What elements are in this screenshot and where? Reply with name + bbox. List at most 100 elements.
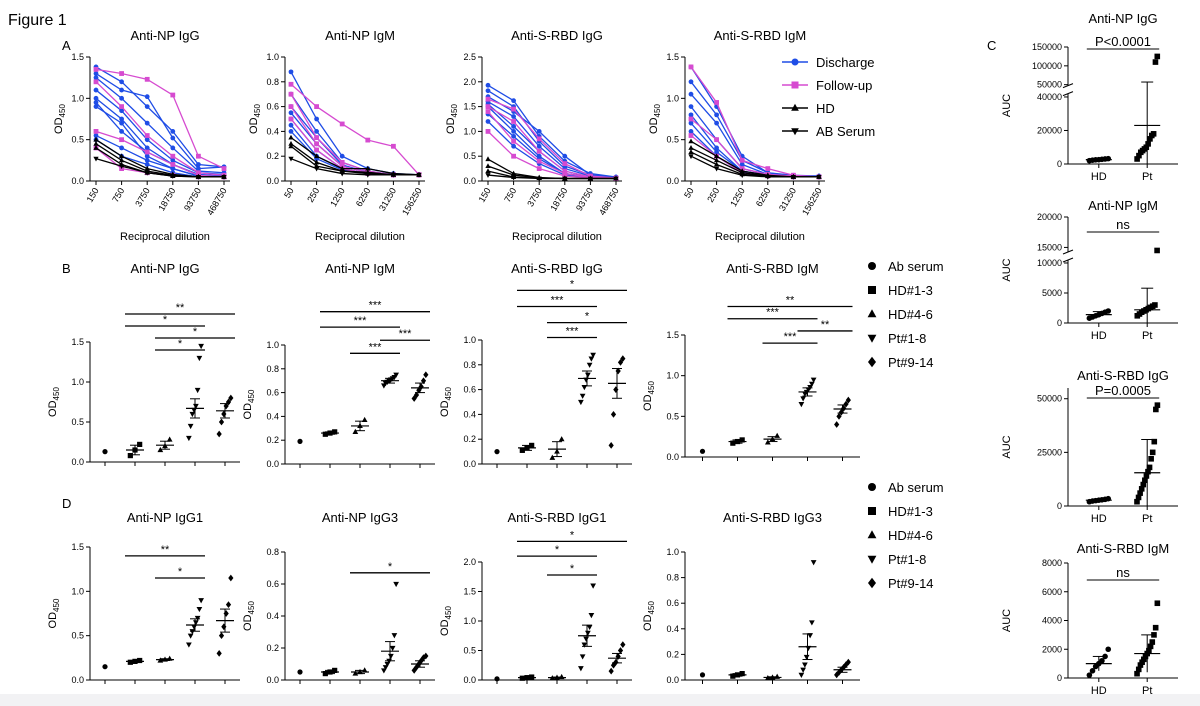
legend-marker-triangle-up — [791, 103, 799, 111]
data-point — [93, 79, 99, 85]
y-tick-label: 0 — [1057, 318, 1062, 328]
data-point — [187, 423, 194, 430]
legend-marker-circle — [868, 262, 876, 270]
data-point — [144, 145, 150, 151]
y-tick-label: 2.0 — [463, 557, 476, 567]
x-tick-label: 93750 — [182, 186, 203, 213]
data-point — [170, 135, 176, 141]
data-point — [562, 168, 568, 174]
series-line-discharge — [95, 77, 225, 174]
y-tick-label: 0.0 — [666, 675, 679, 685]
y-tick-label: 15000 — [1037, 242, 1062, 252]
axis-break — [1062, 257, 1074, 263]
axis-break — [1062, 249, 1074, 255]
data-point — [713, 153, 720, 159]
chart-title: Anti-NP IgG3 — [322, 510, 398, 525]
data-point — [510, 175, 517, 181]
series-line-followup — [487, 98, 617, 179]
y-tick-label: 0.2 — [266, 151, 279, 161]
x-tick-label: 31250 — [777, 186, 798, 213]
x-tick-label: Pt — [1142, 685, 1152, 697]
y-tick-label: 0.6 — [266, 579, 279, 589]
data-point — [1147, 643, 1154, 650]
data-point — [536, 176, 542, 182]
data-point — [93, 75, 99, 81]
data-point — [810, 560, 817, 566]
data-point — [485, 168, 491, 173]
data-point — [713, 161, 720, 167]
x-tick-label: 468750 — [205, 186, 229, 217]
x-tick-label: HD — [1091, 330, 1107, 342]
data-point — [119, 145, 124, 151]
x-tick-label: 50 — [282, 186, 296, 200]
auc-chart-c1: Anti-NP IgG AUC 0 20000 40000 50000 100000 1500… — [1001, 11, 1178, 183]
data-point — [1102, 653, 1108, 660]
chart-title: Anti-S-RBD IgG3 — [723, 510, 822, 525]
data-point — [297, 669, 303, 675]
data-point — [536, 136, 542, 142]
data-point — [365, 137, 371, 143]
y-axis-label: OD450 — [439, 606, 453, 636]
y-tick-label: 1.0 — [463, 616, 476, 626]
data-point — [845, 396, 851, 404]
series-line-ab — [290, 158, 419, 176]
data-point — [196, 162, 201, 167]
data-point — [841, 404, 847, 412]
data-point — [288, 116, 294, 122]
legend-marker-triangle-down — [867, 334, 877, 343]
line-chart-a1: Anti-NP IgG 0.0 0.5 1.0 1.5 150 750 3750 18750 93… — [53, 28, 230, 243]
data-point — [1149, 639, 1156, 645]
data-point — [1147, 136, 1153, 142]
data-point — [688, 154, 694, 160]
data-point — [845, 658, 851, 666]
y-tick-label: 0 — [1057, 501, 1062, 511]
data-point — [411, 667, 417, 674]
y-tick-label: 0.4 — [266, 126, 279, 136]
y-tick-label: 0.8 — [266, 77, 279, 87]
series-line-ab — [690, 155, 819, 178]
data-point — [170, 129, 176, 134]
y-tick-label: 0.2 — [266, 435, 279, 445]
x-tick-label: 3750 — [525, 186, 544, 208]
data-point — [93, 95, 99, 101]
data-point — [314, 147, 319, 153]
y-axis-label: OD450 — [445, 104, 459, 134]
chart-title: Anti-NP IgM — [325, 28, 395, 43]
data-point — [485, 109, 491, 114]
y-tick-label: 20000 — [1037, 125, 1062, 135]
data-point — [288, 140, 294, 146]
data-point — [93, 67, 99, 72]
x-tick-label: HD — [1091, 171, 1107, 183]
data-point — [288, 134, 294, 140]
data-point — [485, 163, 491, 169]
data-point — [1135, 494, 1142, 501]
data-point — [314, 135, 319, 140]
series-line-ab — [95, 158, 224, 178]
significance-label: *** — [399, 328, 413, 340]
data-point — [386, 658, 392, 664]
x-tick-label: 1250 — [728, 186, 747, 208]
data-point — [144, 157, 150, 163]
series-line-followup — [690, 135, 819, 178]
data-point — [588, 356, 595, 362]
y-tick-label: 0.0 — [463, 459, 476, 469]
data-point — [485, 173, 491, 178]
data-point — [485, 156, 491, 162]
data-point — [288, 156, 294, 162]
legends-layer: Discharge Follow-up HD AB Serum Ab serum HD#1… — [782, 55, 944, 591]
legend-label: HD#4-6 — [888, 307, 933, 322]
data-point — [388, 653, 394, 660]
legend-label: Ab serum — [888, 480, 944, 495]
y-tick-label: 0.5 — [71, 417, 84, 427]
legend-label: HD — [816, 101, 835, 116]
data-point — [1086, 672, 1093, 678]
chart-title: Anti-S-RBD IgG1 — [508, 510, 607, 525]
data-point — [119, 108, 124, 114]
data-point — [361, 667, 368, 673]
y-tick-label: 2.0 — [463, 77, 476, 87]
data-point — [423, 371, 429, 379]
data-point — [93, 156, 99, 162]
data-point — [339, 160, 345, 165]
line-chart-a2: Anti-NP IgM 0.0 0.2 0.4 0.6 0.8 1.0 50 250 1250 62… — [248, 28, 425, 243]
data-point — [339, 165, 345, 171]
